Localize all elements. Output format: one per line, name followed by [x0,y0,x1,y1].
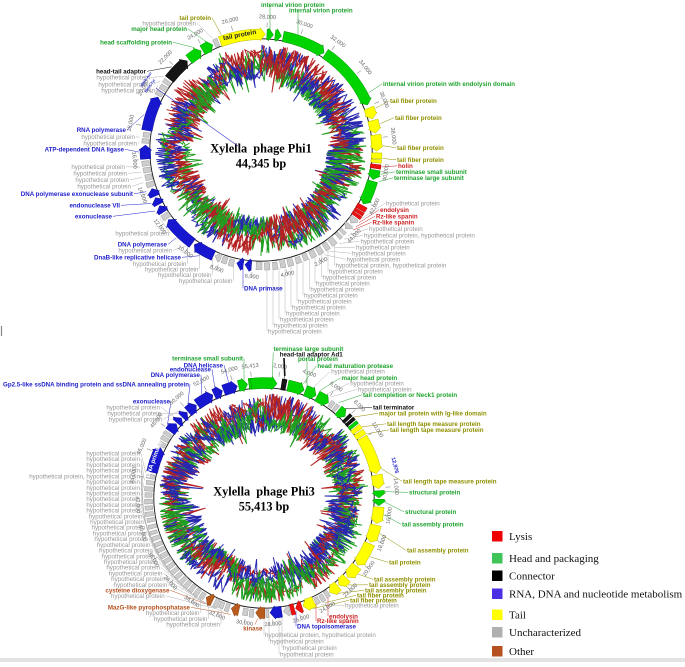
svg-text:internal virion protein with e: internal virion protein with endolysin d… [383,81,515,88]
svg-text:hypothetical protein: hypothetical protein [115,231,169,238]
svg-text:hypothetical protein: hypothetical protein [280,652,334,659]
svg-text:RNA polymerase: RNA polymerase [77,127,127,134]
svg-text:portal protein: portal protein [298,356,338,363]
svg-text:DNA primase: DNA primase [244,286,283,293]
svg-text:Other: Other [509,646,534,658]
svg-text:structural protein: structural protein [409,490,460,497]
svg-text:tail fiber protein: tail fiber protein [395,115,442,122]
svg-text:hypothetical protein: hypothetical protein [118,248,172,255]
svg-text:head scaffolding protein: head scaffolding protein [100,40,172,47]
svg-text:DNA polymerase exonuclease sub: DNA polymerase exonuclease subunit [21,191,133,198]
svg-text:tail protein: tail protein [389,560,421,567]
svg-text:tail length tape measure prote: tail length tape measure protein [390,427,484,434]
svg-text:hypothetical protein: hypothetical protein [166,622,220,629]
svg-text:28,000: 28,000 [264,621,281,628]
svg-text:exonuclease: exonuclease [75,214,113,221]
svg-text:tail fiber protein: tail fiber protein [397,145,444,152]
svg-text:Xylella phage Phi1: Xylella phage Phi1 [210,142,311,156]
svg-text:terminase large subunit: terminase large subunit [394,175,464,182]
svg-text:28,000: 28,000 [259,14,276,21]
svg-text:Connector: Connector [509,571,555,583]
svg-text:kinase: kinase [243,626,263,633]
svg-text:55,413 bp: 55,413 bp [239,500,290,514]
svg-text:tail length tape measure prote: tail length tape measure protein [403,479,497,486]
svg-text:internal virion protein: internal virion protein [289,8,353,15]
svg-text:Gp2.5-like ssDNA binding prote: Gp2.5-like ssDNA binding protein and ssD… [3,382,189,389]
svg-text:hypothetical protein: hypothetical protein [268,329,322,336]
svg-text:44,345 bp: 44,345 bp [236,157,287,171]
svg-text:Lysis: Lysis [509,531,532,543]
svg-text:DNA polymerase: DNA polymerase [151,372,201,379]
svg-text:tail assembly protein: tail assembly protein [402,522,464,529]
svg-text:tail fiber protein: tail fiber protein [390,98,437,105]
svg-text:major tail protein with lg-lik: major tail protein with lg-like domain [379,411,487,418]
svg-text:tail completion or Neck1 prote: tail completion or Neck1 protein [363,392,457,399]
svg-text:Tail: Tail [509,610,526,622]
svg-text:Uncharacterized: Uncharacterized [509,627,582,639]
svg-text:ATP-dependent DNA ligase: ATP-dependent DNA ligase [45,147,125,154]
svg-text:hypothetical protein: hypothetical protein [109,417,163,424]
svg-text:endonuclease VII: endonuclease VII [69,203,120,210]
svg-text:6,000: 6,000 [244,274,258,281]
svg-text:hypothetical protein: hypothetical protein [114,582,168,589]
svg-text:hypothetical protein: hypothetical protein [111,593,165,600]
svg-text:DNA topoisomerase: DNA topoisomerase [297,624,356,631]
svg-text:Head and packaging: Head and packaging [509,553,599,565]
svg-text:hypothetical protein: hypothetical protein [179,278,233,285]
svg-text:major head protein: major head protein [131,26,187,33]
svg-text:structural protein: structural protein [405,509,456,516]
svg-text:hypothetical protein: hypothetical protein [77,184,131,191]
svg-text:tail assembly protein: tail assembly protein [407,548,469,555]
svg-text:hypothetical protein: hypothetical protein [345,603,399,610]
svg-text:RNA, DNA and nucleotide metabo: RNA, DNA and nucleotide metabolism [509,589,683,601]
svg-text:Xylella phage Phi3: Xylella phage Phi3 [213,485,314,499]
